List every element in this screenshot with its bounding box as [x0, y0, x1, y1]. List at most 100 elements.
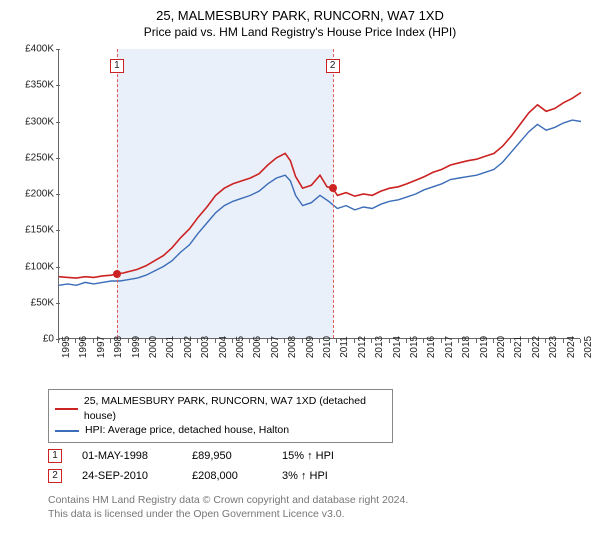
y-axis: £0£50K£100K£150K£200K£250K£300K£350K£400…	[10, 49, 56, 339]
sale-row: 1 01-MAY-1998 £89,950 15% ↑ HPI	[48, 449, 590, 463]
x-tick-label: 2022	[531, 336, 542, 358]
x-tick-label: 2006	[252, 336, 263, 358]
x-tick-label: 2001	[165, 336, 176, 358]
x-tick-mark	[180, 339, 181, 343]
y-tick-label: £50K	[31, 297, 54, 308]
chart-subtitle: Price paid vs. HM Land Registry's House …	[10, 25, 590, 39]
x-tick-label: 1995	[61, 336, 72, 358]
footer: Contains HM Land Registry data © Crown c…	[48, 493, 590, 521]
legend-swatch	[55, 408, 78, 410]
x-tick-mark	[145, 339, 146, 343]
x-tick-label: 2020	[496, 336, 507, 358]
line-series-svg	[59, 49, 580, 338]
x-tick-mark	[528, 339, 529, 343]
x-tick-mark	[441, 339, 442, 343]
x-tick-label: 1999	[131, 336, 142, 358]
y-tick-label: £150K	[25, 225, 54, 236]
sale-vs-hpi: 3% ↑ HPI	[282, 470, 328, 482]
chart-title: 25, MALMESBURY PARK, RUNCORN, WA7 1XD	[10, 8, 590, 23]
up-arrow-icon: ↑	[301, 470, 307, 482]
y-tick-label: £200K	[25, 189, 54, 200]
x-tick-label: 2013	[374, 336, 385, 358]
x-tick-label: 2019	[479, 336, 490, 358]
x-tick-mark	[284, 339, 285, 343]
x-tick-label: 2011	[339, 336, 350, 358]
x-tick-label: 2017	[444, 336, 455, 358]
y-tick-label: £100K	[25, 261, 54, 272]
x-tick-mark	[476, 339, 477, 343]
x-tick-mark	[319, 339, 320, 343]
sale-dot	[329, 184, 337, 192]
x-tick-label: 2023	[548, 336, 559, 358]
legend-row: HPI: Average price, detached house, Halt…	[55, 423, 386, 438]
footer-line: This data is licensed under the Open Gov…	[48, 507, 590, 521]
sale-dot	[113, 270, 121, 278]
sale-dashed-line	[117, 49, 118, 338]
x-tick-mark	[354, 339, 355, 343]
y-tick-label: £300K	[25, 116, 54, 127]
legend-row: 25, MALMESBURY PARK, RUNCORN, WA7 1XD (d…	[55, 394, 386, 423]
y-tick-label: £350K	[25, 80, 54, 91]
x-tick-label: 2015	[409, 336, 420, 358]
x-tick-mark	[458, 339, 459, 343]
series-line	[59, 93, 581, 279]
chart-area: £0£50K£100K£150K£200K£250K£300K£350K£400…	[10, 45, 590, 385]
footer-line: Contains HM Land Registry data © Crown c…	[48, 493, 590, 507]
x-tick-label: 2016	[426, 336, 437, 358]
x-tick-label: 1996	[78, 336, 89, 358]
x-tick-label: 2007	[270, 336, 281, 358]
titles: 25, MALMESBURY PARK, RUNCORN, WA7 1XD Pr…	[10, 8, 590, 39]
x-tick-mark	[389, 339, 390, 343]
plot-area: 12	[58, 49, 580, 339]
x-tick-mark	[197, 339, 198, 343]
x-axis: 1995199619971998199920002001200220032004…	[58, 341, 580, 385]
x-tick-label: 2009	[305, 336, 316, 358]
up-arrow-icon: ↑	[307, 450, 313, 462]
sale-marker: 1	[110, 59, 124, 73]
sale-row: 2 24-SEP-2010 £208,000 3% ↑ HPI	[48, 469, 590, 483]
legend-swatch	[55, 430, 79, 432]
sale-dashed-line	[333, 49, 334, 338]
x-tick-label: 2012	[357, 336, 368, 358]
x-tick-mark	[110, 339, 111, 343]
x-tick-mark	[545, 339, 546, 343]
x-tick-mark	[423, 339, 424, 343]
legend: 25, MALMESBURY PARK, RUNCORN, WA7 1XD (d…	[48, 389, 393, 443]
x-tick-mark	[232, 339, 233, 343]
x-tick-mark	[493, 339, 494, 343]
y-tick-label: £250K	[25, 152, 54, 163]
sale-marker: 2	[48, 469, 62, 483]
x-tick-mark	[563, 339, 564, 343]
x-tick-mark	[249, 339, 250, 343]
legend-label: HPI: Average price, detached house, Halt…	[85, 423, 289, 438]
legend-label: 25, MALMESBURY PARK, RUNCORN, WA7 1XD (d…	[84, 394, 386, 423]
x-tick-label: 2018	[461, 336, 472, 358]
chart-container: 25, MALMESBURY PARK, RUNCORN, WA7 1XD Pr…	[0, 0, 600, 560]
x-tick-label: 2010	[322, 336, 333, 358]
sale-marker: 1	[48, 449, 62, 463]
x-tick-label: 2025	[583, 336, 594, 358]
x-tick-mark	[580, 339, 581, 343]
sale-marker: 2	[326, 59, 340, 73]
sale-date: 24-SEP-2010	[82, 470, 172, 482]
x-tick-label: 2021	[513, 336, 524, 358]
x-tick-mark	[162, 339, 163, 343]
x-tick-label: 2005	[235, 336, 246, 358]
x-tick-mark	[336, 339, 337, 343]
x-tick-label: 2004	[218, 336, 229, 358]
x-tick-mark	[371, 339, 372, 343]
x-tick-mark	[406, 339, 407, 343]
x-tick-mark	[215, 339, 216, 343]
sale-vs-hpi: 15% ↑ HPI	[282, 450, 334, 462]
x-tick-mark	[58, 339, 59, 343]
sale-price: £89,950	[192, 450, 262, 462]
x-tick-label: 2000	[148, 336, 159, 358]
sale-date: 01-MAY-1998	[82, 450, 172, 462]
x-tick-label: 1998	[113, 336, 124, 358]
y-tick-label: £0	[43, 334, 54, 345]
x-tick-mark	[93, 339, 94, 343]
x-tick-mark	[510, 339, 511, 343]
x-tick-label: 2003	[200, 336, 211, 358]
x-tick-mark	[267, 339, 268, 343]
x-tick-mark	[128, 339, 129, 343]
